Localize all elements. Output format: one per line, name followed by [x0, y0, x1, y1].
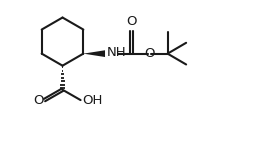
Text: O: O [33, 94, 43, 107]
Text: NH: NH [106, 46, 126, 59]
Text: O: O [126, 15, 136, 28]
Text: O: O [144, 47, 154, 60]
Polygon shape [83, 50, 105, 57]
Text: OH: OH [82, 94, 102, 107]
